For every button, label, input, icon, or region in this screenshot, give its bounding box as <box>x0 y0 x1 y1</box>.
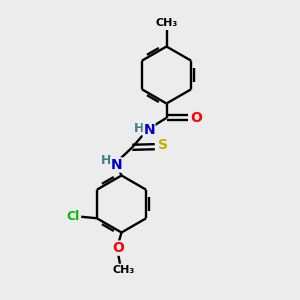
Text: CH₃: CH₃ <box>155 18 178 28</box>
Text: CH₃: CH₃ <box>112 265 135 275</box>
Text: S: S <box>158 138 168 152</box>
Text: N: N <box>111 158 122 172</box>
Text: O: O <box>190 111 202 125</box>
Text: Cl: Cl <box>66 210 80 223</box>
Text: H: H <box>101 154 112 167</box>
Text: O: O <box>112 241 124 255</box>
Text: H: H <box>134 122 144 135</box>
Text: N: N <box>143 124 155 137</box>
